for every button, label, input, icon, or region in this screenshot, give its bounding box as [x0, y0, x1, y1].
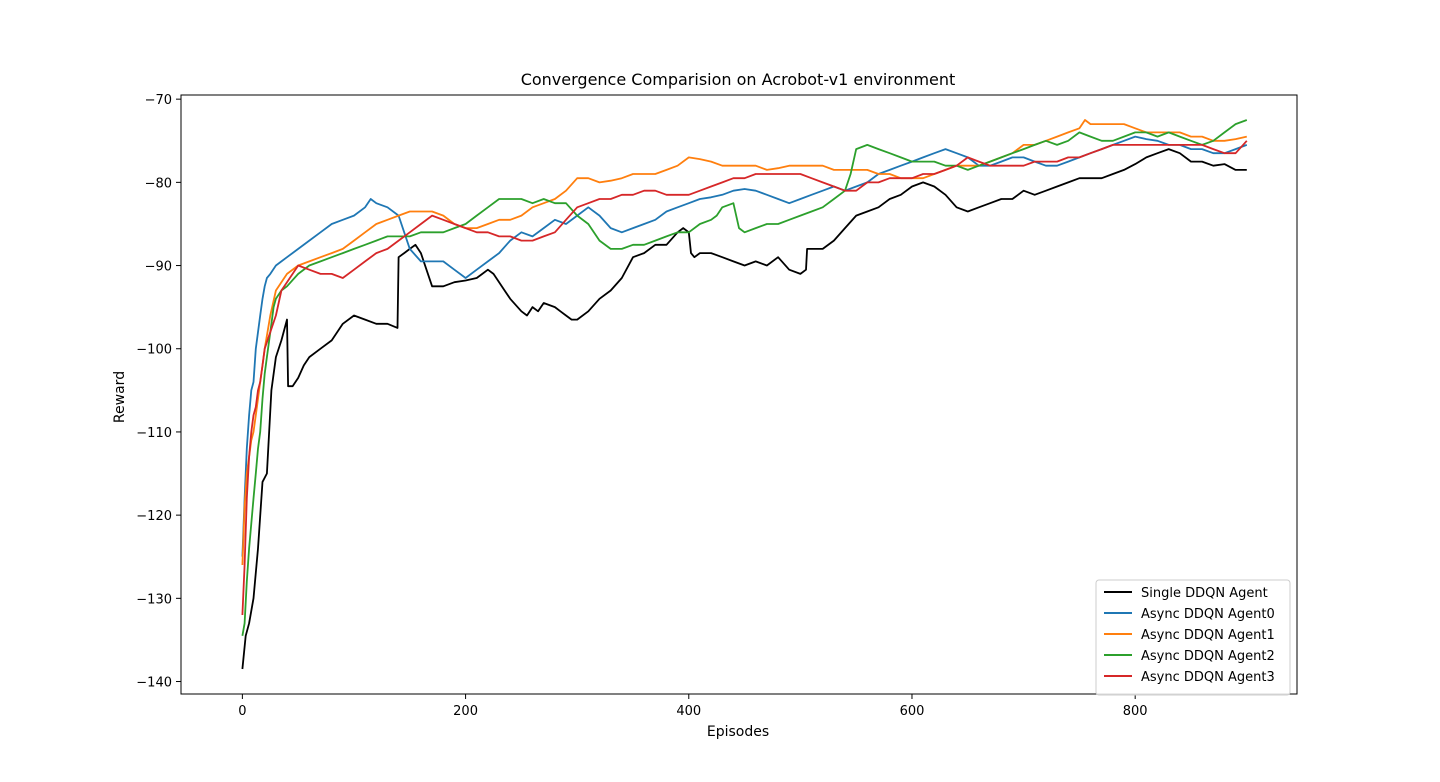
y-axis: −140 −130 −120 −110 −100 −90 −80 −70	[136, 93, 181, 691]
legend-label: Async DDQN Agent3	[1141, 670, 1275, 685]
x-tick-label: 0	[238, 704, 246, 719]
x-axis: 0 200 400 600 800	[238, 694, 1148, 719]
x-tick-label: 200	[453, 704, 478, 719]
series-line-2	[241, 119, 1247, 566]
legend-label: Single DDQN Agent	[1141, 586, 1268, 601]
x-tick-label: 400	[676, 704, 701, 719]
y-tick-label: −90	[145, 260, 172, 275]
y-tick-label: −110	[136, 426, 172, 441]
legend-label: Async DDQN Agent0	[1141, 607, 1275, 622]
series-line-4	[241, 140, 1248, 616]
y-tick-label: −120	[136, 509, 172, 524]
plot-frame	[180, 94, 1298, 695]
y-axis-label: Reward	[112, 371, 128, 423]
y-tick-label: −140	[136, 676, 172, 691]
legend-label: Async DDQN Agent1	[1141, 628, 1275, 643]
series-line-1	[241, 135, 1248, 557]
series-line-3	[241, 119, 1248, 636]
x-tick-label: 600	[900, 704, 925, 719]
chart-title: Convergence Comparision on Acrobot-v1 en…	[521, 70, 956, 89]
legend-label: Async DDQN Agent2	[1141, 649, 1275, 664]
y-tick-label: −100	[136, 343, 172, 358]
x-tick-label: 800	[1123, 704, 1148, 719]
series-layer	[241, 119, 1248, 670]
x-axis-label: Episodes	[707, 724, 769, 740]
legend-box	[1095, 579, 1291, 696]
y-tick-label: −80	[145, 176, 172, 191]
y-tick-label: −70	[145, 93, 172, 108]
legend: Single DDQN Agent Async DDQN Agent0 Async …	[1095, 579, 1291, 696]
series-line-0	[241, 148, 1247, 670]
y-tick-label: −130	[136, 592, 172, 607]
